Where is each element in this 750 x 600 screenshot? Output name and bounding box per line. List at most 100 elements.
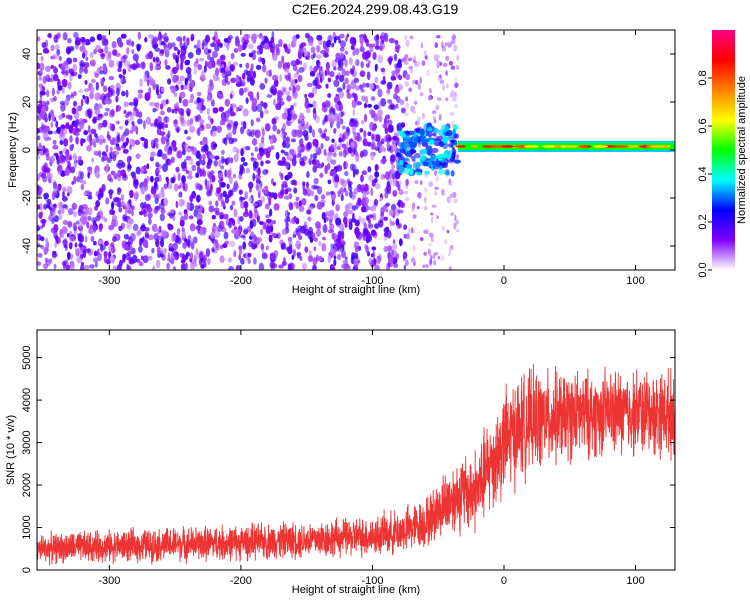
heatmap-cell [152,56,156,63]
heatmap-cell [43,192,50,200]
heatmap-cell [388,254,394,264]
heatmap-cell [223,110,230,119]
heatmap-cell [160,35,163,40]
heatmap-cell [215,210,220,216]
colorbar-tick-label: 0.8 [697,70,709,85]
heatmap-cell [448,265,453,270]
heatmap-cell [52,139,57,145]
heatmap-cell [64,97,70,106]
heatmap-cell [350,256,355,265]
heatmap-cell [386,81,393,90]
heatmap-cell [166,107,172,113]
heatmap-cell [136,229,142,235]
heatmap-cell [59,100,66,105]
heatmap-cell [440,124,450,133]
heatmap-cell [190,79,195,89]
heatmap-cell [78,204,84,214]
heatmap-cell [52,73,59,82]
heatmap-cell [206,180,212,188]
heatmap-cell [338,74,345,83]
heatmap-cell [146,163,150,170]
heatmap-cell [91,157,95,163]
heatmap-cell [352,265,359,270]
heatmap-cell [110,146,113,152]
heatmap-cell [419,92,424,97]
heatmap-cell [372,212,377,221]
heatmap-cell [287,263,292,270]
heatmap-cell [240,148,244,157]
heatmap-cell [284,67,290,73]
heatmap-cell [370,187,374,197]
heatmap-cell [79,36,86,43]
heatmap-cell [95,200,100,208]
heatmap-cell [358,84,363,90]
heatmap-cell [176,227,181,235]
heatmap-cell [305,107,311,114]
heatmap-cell [403,112,409,117]
heatmap-cell [445,55,450,62]
heatmap-cell [209,79,214,87]
x-tick-label: -300 [98,575,120,587]
heatmap-cell [248,52,254,58]
heatmap-cell [327,179,332,185]
heatmap-cell [129,155,132,161]
heatmap-cell [141,223,146,228]
heatmap-cell [109,122,113,131]
heatmap-cell [67,221,73,228]
heatmap-cell [65,114,72,120]
heatmap-cell [333,127,337,134]
heatmap-cell [322,40,327,50]
heatmap-cell [37,155,41,160]
heatmap-cell [302,181,306,187]
heatmap-cell [327,93,332,98]
heatmap-cell [412,110,416,114]
heatmap-cell [175,75,179,82]
heatmap-cell [193,67,197,75]
heatmap-cell [53,263,57,270]
heatmap-cell [262,102,268,109]
heatmap-cell [230,77,237,84]
heatmap-cell [185,169,189,174]
heatmap-cell [359,128,364,133]
heatmap-cell [272,74,279,81]
heatmap-cell [186,119,192,127]
heatmap-cell [276,95,282,105]
heatmap-cell [360,174,364,183]
heatmap-cell [313,177,319,185]
heatmap-cell [380,32,387,41]
y-tick-label: 20 [21,96,33,108]
heatmap-cell [71,107,77,115]
heatmap-cell [45,49,50,54]
heatmap-cell [154,65,159,71]
heatmap-cell [256,49,263,55]
heatmap-cell [268,208,273,217]
heatmap-cell [73,176,77,184]
heatmap-cell [314,147,319,152]
heatmap-cell [171,109,175,114]
heatmap-cell [350,80,357,90]
heatmap-cell [202,254,207,264]
heatmap-cell [99,65,103,72]
heatmap-cell [196,91,202,97]
heatmap-cell [45,147,50,157]
heatmap-cell [38,142,42,152]
heatmap-cell [140,186,145,195]
heatmap-cell [170,251,177,261]
heatmap-cell [312,79,318,87]
heatmap-cell [407,130,415,136]
heatmap-cell [383,246,389,253]
heatmap-cell [381,39,384,44]
heatmap-cell [252,37,257,44]
heatmap-cell [135,153,141,159]
heatmap-cell [125,89,129,98]
heatmap-cell [416,127,421,134]
heatmap-cell [265,160,271,164]
heatmap-cell [129,232,136,242]
heatmap-cell [231,200,236,206]
heatmap-cell [167,182,173,190]
heatmap-cell [122,253,127,260]
heatmap-cell [352,50,356,56]
heatmap-cell [250,63,254,70]
heatmap-cell [412,202,416,209]
heatmap-cell [351,205,357,211]
